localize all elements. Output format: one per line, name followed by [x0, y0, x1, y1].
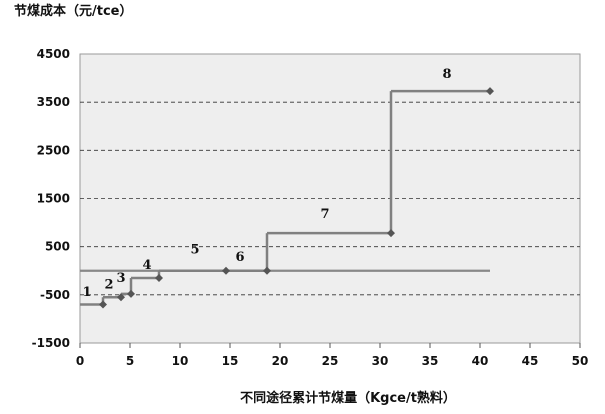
y-tick-label: 1500: [37, 192, 70, 206]
data-point-marker: [387, 229, 395, 238]
y-tick-label: 2500: [37, 143, 70, 157]
x-tick-label: 15: [222, 354, 239, 368]
data-point-marker: [155, 273, 163, 282]
segment-label: 2: [104, 278, 113, 293]
segment-label: 6: [235, 250, 244, 265]
x-tick-label: 5: [126, 354, 134, 368]
x-tick-label: 0: [76, 354, 84, 368]
x-tick-label: 20: [272, 354, 289, 368]
x-tick-label: 45: [522, 354, 539, 368]
data-point-marker: [127, 289, 135, 298]
x-tick-label: 50: [572, 354, 589, 368]
y-tick-label: -500: [40, 288, 70, 302]
x-tick-label: 30: [372, 354, 389, 368]
segment-label: 7: [320, 207, 329, 222]
data-point-marker: [222, 266, 230, 275]
data-point-marker: [99, 300, 107, 309]
segment-label: 3: [116, 271, 125, 286]
y-tick-label: -1500: [32, 336, 70, 350]
segment-label: 4: [142, 258, 151, 273]
data-point-marker: [486, 87, 494, 96]
data-point-marker: [117, 293, 125, 302]
y-tick-label: 4500: [37, 47, 70, 61]
plot-area: [79, 53, 581, 344]
y-tick-label: 500: [45, 240, 70, 254]
segment-label: 8: [442, 67, 451, 82]
y-axis-title: 节煤成本（元/tce）: [14, 3, 133, 19]
x-tick-label: 35: [422, 354, 439, 368]
x-tick-label: 25: [322, 354, 339, 368]
data-point-marker: [263, 266, 271, 275]
segment-label: 5: [190, 242, 199, 257]
y-tick-label: 3500: [37, 95, 70, 109]
x-tick-label: 10: [172, 354, 189, 368]
segment-label: 1: [82, 285, 91, 300]
x-axis-title: 不同途径累计节煤量（Kgce/t熟料）: [240, 390, 456, 406]
x-tick-label: 40: [472, 354, 489, 368]
